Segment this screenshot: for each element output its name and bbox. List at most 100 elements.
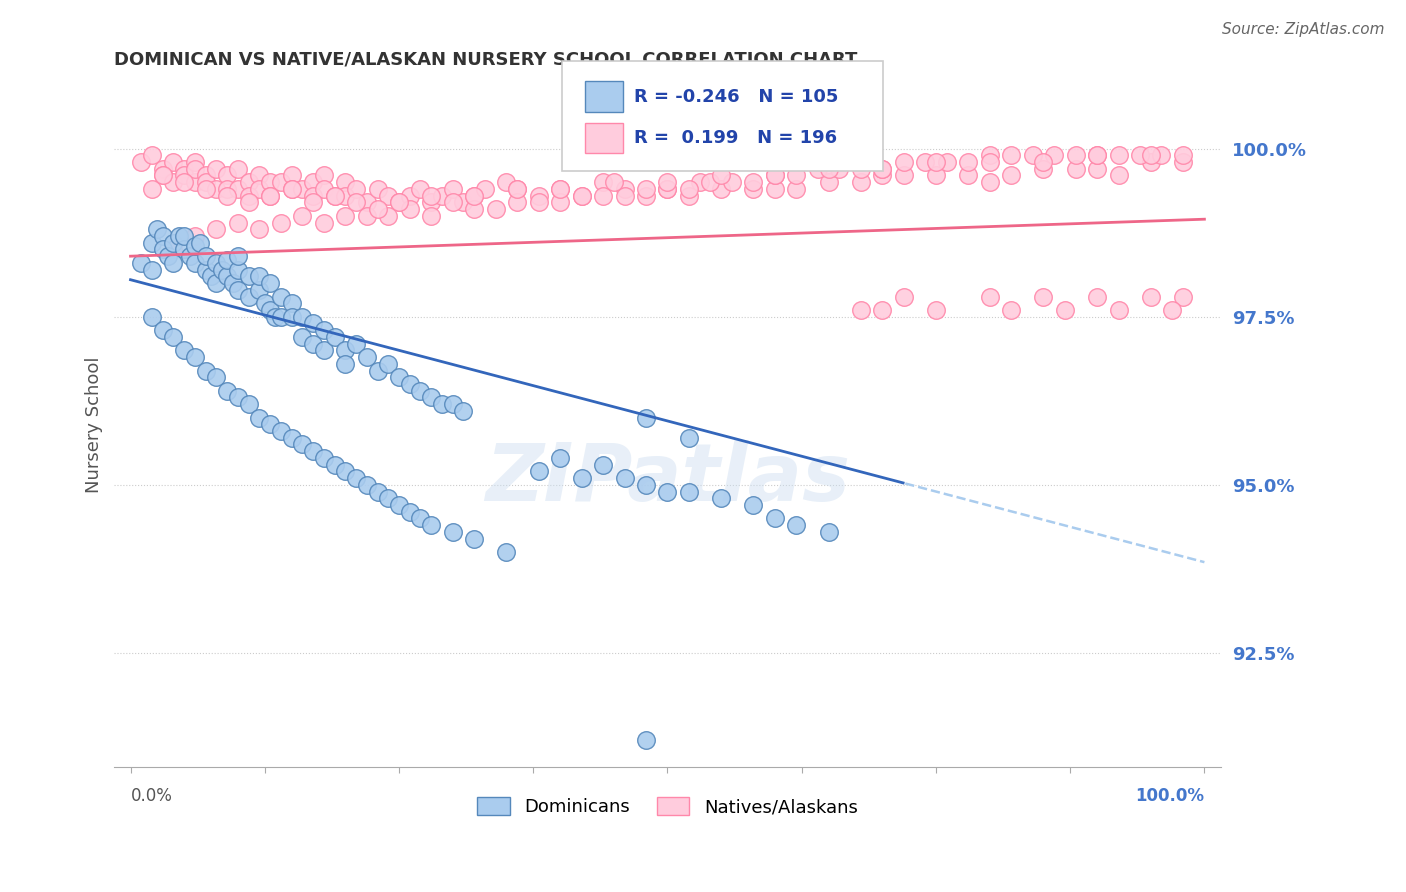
Point — [226, 216, 249, 230]
Point — [817, 524, 839, 539]
Point — [323, 188, 346, 202]
Point — [162, 330, 184, 344]
Point — [1053, 303, 1076, 318]
Point — [270, 289, 292, 303]
Point — [409, 182, 432, 196]
Point — [162, 256, 184, 270]
Point — [785, 518, 807, 533]
Point — [409, 384, 432, 398]
Point — [870, 169, 893, 183]
Point — [420, 195, 443, 210]
Point — [463, 188, 485, 202]
Point — [173, 229, 195, 244]
Point — [1171, 148, 1194, 162]
Point — [335, 357, 357, 371]
Point — [592, 188, 614, 202]
Point — [957, 155, 980, 169]
Point — [291, 330, 314, 344]
Text: R =  0.199   N = 196: R = 0.199 N = 196 — [634, 129, 838, 147]
Point — [367, 363, 389, 377]
Point — [291, 209, 314, 223]
Point — [302, 188, 325, 202]
Point — [184, 239, 207, 253]
Point — [1000, 169, 1022, 183]
Point — [247, 182, 270, 196]
Point — [870, 161, 893, 176]
Point — [742, 182, 765, 196]
Point — [247, 410, 270, 425]
Point — [335, 175, 357, 189]
Text: 0.0%: 0.0% — [131, 788, 173, 805]
Point — [129, 155, 152, 169]
Point — [979, 148, 1001, 162]
Point — [184, 155, 207, 169]
Point — [217, 269, 239, 284]
Point — [785, 169, 807, 183]
Point — [914, 155, 936, 169]
Point — [205, 256, 228, 270]
Point — [162, 155, 184, 169]
Point — [527, 188, 550, 202]
Point — [849, 175, 872, 189]
Point — [817, 175, 839, 189]
Point — [238, 195, 260, 210]
Point — [1171, 289, 1194, 303]
Point — [377, 209, 399, 223]
Point — [194, 175, 217, 189]
Point — [678, 182, 700, 196]
Point — [495, 175, 517, 189]
Point — [129, 256, 152, 270]
Text: Source: ZipAtlas.com: Source: ZipAtlas.com — [1222, 22, 1385, 37]
Point — [184, 256, 207, 270]
Point — [699, 175, 721, 189]
Point — [253, 296, 276, 310]
Point — [377, 188, 399, 202]
Point — [592, 458, 614, 472]
Point — [335, 209, 357, 223]
Point — [302, 195, 325, 210]
Point — [179, 249, 201, 263]
Point — [817, 161, 839, 176]
Point — [205, 276, 228, 290]
Point — [152, 243, 174, 257]
Point — [689, 175, 711, 189]
Point — [430, 397, 453, 411]
Point — [194, 363, 217, 377]
Point — [1085, 148, 1108, 162]
Point — [152, 169, 174, 183]
Point — [463, 532, 485, 546]
Point — [167, 229, 190, 244]
Point — [634, 733, 657, 747]
Point — [141, 235, 163, 250]
Point — [259, 175, 281, 189]
Point — [238, 188, 260, 202]
Point — [344, 182, 367, 196]
Point — [893, 289, 915, 303]
Point — [1085, 148, 1108, 162]
Point — [1139, 148, 1161, 162]
Point — [152, 323, 174, 337]
Text: 100.0%: 100.0% — [1136, 788, 1205, 805]
Point — [1139, 155, 1161, 169]
Point — [344, 471, 367, 485]
Point — [1032, 155, 1054, 169]
Point — [367, 484, 389, 499]
Point — [356, 478, 378, 492]
FancyBboxPatch shape — [562, 61, 883, 170]
Point — [217, 188, 239, 202]
Point — [571, 188, 593, 202]
Point — [935, 155, 957, 169]
Point — [603, 175, 626, 189]
Point — [173, 161, 195, 176]
Point — [356, 195, 378, 210]
Point — [453, 195, 475, 210]
Point — [420, 518, 443, 533]
Point — [184, 229, 207, 244]
Point — [280, 182, 302, 196]
Point — [870, 303, 893, 318]
Point — [893, 155, 915, 169]
Point — [312, 216, 335, 230]
Point — [270, 310, 292, 324]
Point — [302, 444, 325, 458]
Point — [377, 491, 399, 506]
